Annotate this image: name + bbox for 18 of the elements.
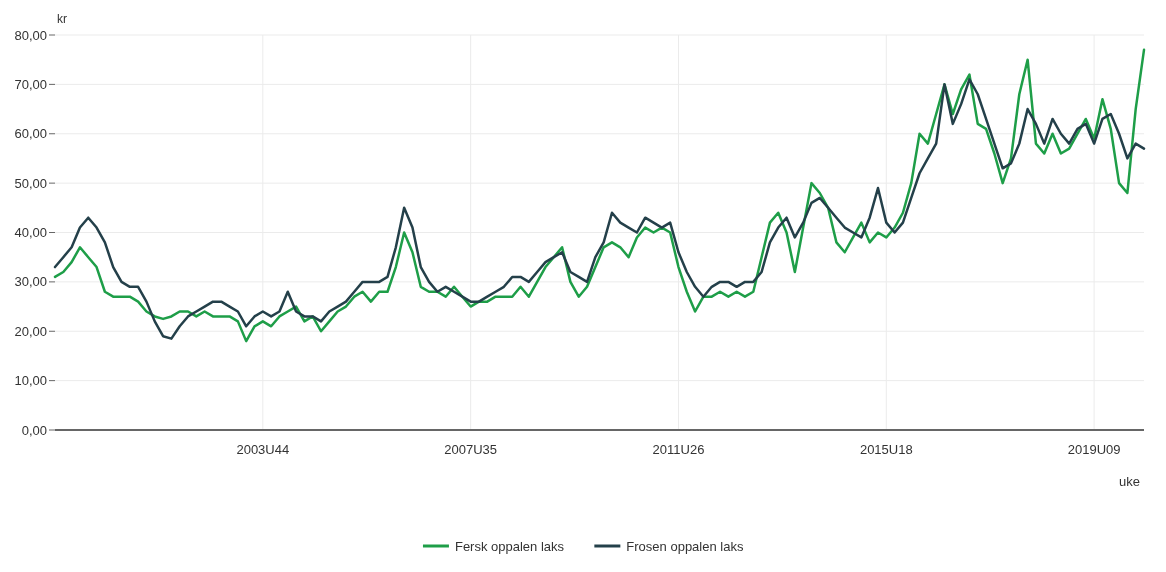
x-tick-label: 2007U35 <box>444 442 498 457</box>
y-tick-label: 0,00 <box>21 422 47 438</box>
y-tick-label: 80,00 <box>14 27 47 43</box>
y-axis-title: kr <box>57 12 67 26</box>
x-tick-label: 2019U09 <box>1067 442 1121 457</box>
y-tick-label: 30,00 <box>14 274 47 290</box>
y-tick-label: 20,00 <box>14 323 47 339</box>
legend-label: Frosen oppalen laks <box>626 538 744 554</box>
y-tick-label: 40,00 <box>14 225 47 241</box>
y-tick-label: 50,00 <box>14 175 47 191</box>
y-tick-label: 60,00 <box>14 126 47 142</box>
legend-label: Fersk oppalen laks <box>454 538 565 554</box>
x-tick-label: 2011U26 <box>652 442 705 457</box>
x-tick-label: 2015U18 <box>859 442 913 457</box>
y-tick-label: 70,00 <box>14 76 47 92</box>
x-axis-title: uke <box>1119 474 1140 489</box>
y-tick-label: 10,00 <box>14 373 47 389</box>
x-tick-label: 2003U44 <box>236 442 290 457</box>
